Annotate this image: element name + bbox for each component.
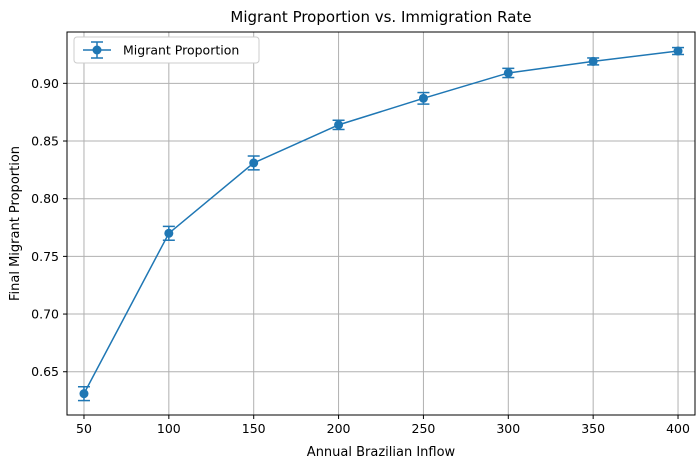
y-axis-label: Final Migrant Proportion bbox=[8, 146, 23, 301]
x-tick-label: 100 bbox=[157, 421, 181, 436]
y-tick-label: 0.90 bbox=[31, 76, 59, 91]
legend-swatch-marker bbox=[92, 45, 102, 55]
chart-title: Migrant Proportion vs. Immigration Rate bbox=[230, 8, 531, 26]
x-tick-label: 50 bbox=[76, 421, 92, 436]
axis-ticks: 50 100 150 200 250 300 350 400 0.65 0.70 0.75 0.80 0… bbox=[31, 76, 690, 436]
legend: Migrant Proportion bbox=[73, 36, 260, 64]
x-axis-label: Annual Brazilian Inflow bbox=[307, 445, 456, 460]
grid bbox=[67, 32, 695, 415]
legend-box bbox=[73, 36, 260, 64]
x-tick-label: 250 bbox=[412, 421, 436, 436]
data-point bbox=[673, 46, 683, 56]
plot-frame bbox=[66, 31, 696, 416]
data-point bbox=[79, 389, 89, 399]
x-tick-label: 150 bbox=[242, 421, 266, 436]
data-point bbox=[334, 120, 344, 130]
x-tick-label: 350 bbox=[581, 421, 605, 436]
data-point bbox=[164, 228, 174, 238]
x-tick-label: 400 bbox=[666, 421, 690, 436]
data-point bbox=[588, 56, 598, 66]
y-tick-label: 0.70 bbox=[31, 307, 59, 322]
y-tick-label: 0.85 bbox=[31, 134, 59, 149]
series-line bbox=[83, 50, 679, 395]
legend-label: Migrant Proportion bbox=[123, 43, 239, 58]
y-tick-label: 0.65 bbox=[31, 364, 59, 379]
data-point bbox=[249, 158, 259, 168]
data-point bbox=[503, 68, 513, 78]
y-tick-label: 0.75 bbox=[31, 249, 59, 264]
x-tick-label: 200 bbox=[327, 421, 351, 436]
y-tick-label: 0.80 bbox=[31, 191, 59, 206]
x-tick-label: 300 bbox=[496, 421, 520, 436]
data-point bbox=[418, 93, 428, 103]
series-layer bbox=[77, 46, 685, 402]
